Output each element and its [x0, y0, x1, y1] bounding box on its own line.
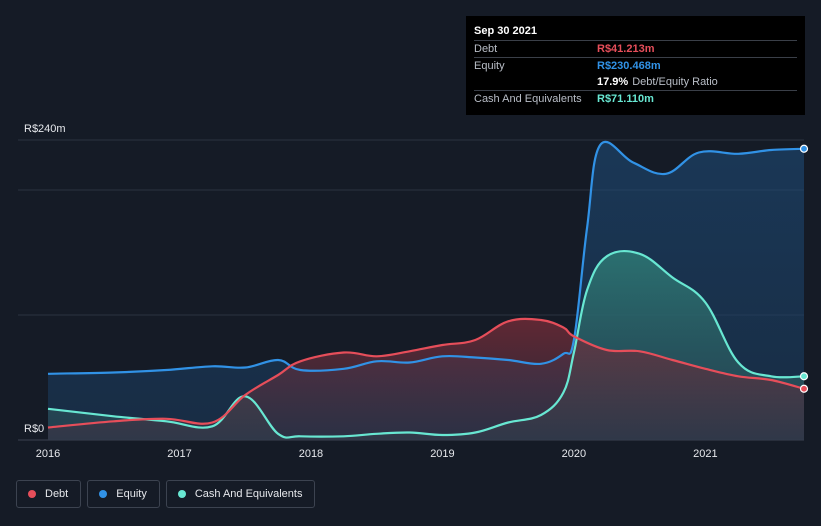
x-tick-label-2019: 2019 — [430, 448, 454, 460]
tooltip-row-ratio: 17.9% Debt/Equity Ratio — [474, 74, 797, 90]
debt-dot-icon — [28, 490, 36, 498]
tooltip-date: Sep 30 2021 — [474, 25, 537, 37]
series-areas — [48, 141, 804, 441]
equity-dot-icon — [99, 490, 108, 498]
x-tick-label-2021: 2021 — [693, 448, 717, 460]
chart-legend: Debt Equity Cash And Equivalents — [16, 480, 316, 508]
series-lines — [47, 140, 805, 439]
tooltip-cash-value: R$71.110m — [597, 93, 654, 105]
debt-end-point — [799, 384, 809, 393]
cash-dot-icon — [177, 490, 186, 498]
cash-end-point — [799, 372, 809, 381]
tooltip-row-cash: Cash And Equivalents R$71.110m — [474, 90, 797, 107]
tooltip-ratio-value: 17.9% — [597, 76, 629, 88]
tooltip-equity-label: Equity — [474, 60, 505, 72]
end-markers — [799, 144, 809, 393]
tooltip-equity-value: R$230.468m — [597, 60, 661, 72]
tooltip-ratio-label: Debt/Equity Ratio — [632, 76, 718, 88]
legend-cash-label: Cash And Equivalents — [194, 488, 303, 500]
x-tick-label-2020: 2020 — [562, 448, 586, 460]
tooltip-row-equity: Equity R$230.468m — [474, 57, 797, 74]
tooltip-ratio-label-spacer — [474, 74, 597, 90]
debt-line — [47, 317, 805, 429]
debt-area — [48, 318, 804, 440]
legend-debt-label: Debt — [45, 488, 69, 500]
legend-item-cash[interactable]: Cash And Equivalents — [165, 480, 316, 508]
tooltip-debt-value: R$41.213m — [597, 43, 655, 55]
legend-item-debt[interactable]: Debt — [16, 480, 82, 508]
x-tick-label-2016: 2016 — [36, 448, 60, 460]
y-axis-bottom-label: R$0 — [24, 423, 44, 435]
tooltip-cash-label: Cash And Equivalents — [474, 93, 582, 105]
tooltip-panel: Sep 30 2021 Debt R$41.213m Equity R$230.… — [466, 16, 805, 115]
cash-line — [47, 250, 805, 439]
tooltip-debt-label: Debt — [474, 43, 498, 55]
y-axis-top-label: R$240m — [24, 123, 66, 135]
legend-item-equity[interactable]: Equity — [87, 480, 160, 508]
equity-end-point — [799, 144, 809, 153]
x-tick-label-2017: 2017 — [167, 448, 191, 460]
tooltip-row-debt: Debt R$41.213m — [474, 40, 797, 57]
axis-labels: R$240m R$0 2016 2017 2018 2019 2020 2021 — [24, 123, 718, 460]
legend-equity-label: Equity — [116, 488, 147, 500]
x-tick-label-2018: 2018 — [299, 448, 323, 460]
equity-line — [47, 140, 805, 375]
